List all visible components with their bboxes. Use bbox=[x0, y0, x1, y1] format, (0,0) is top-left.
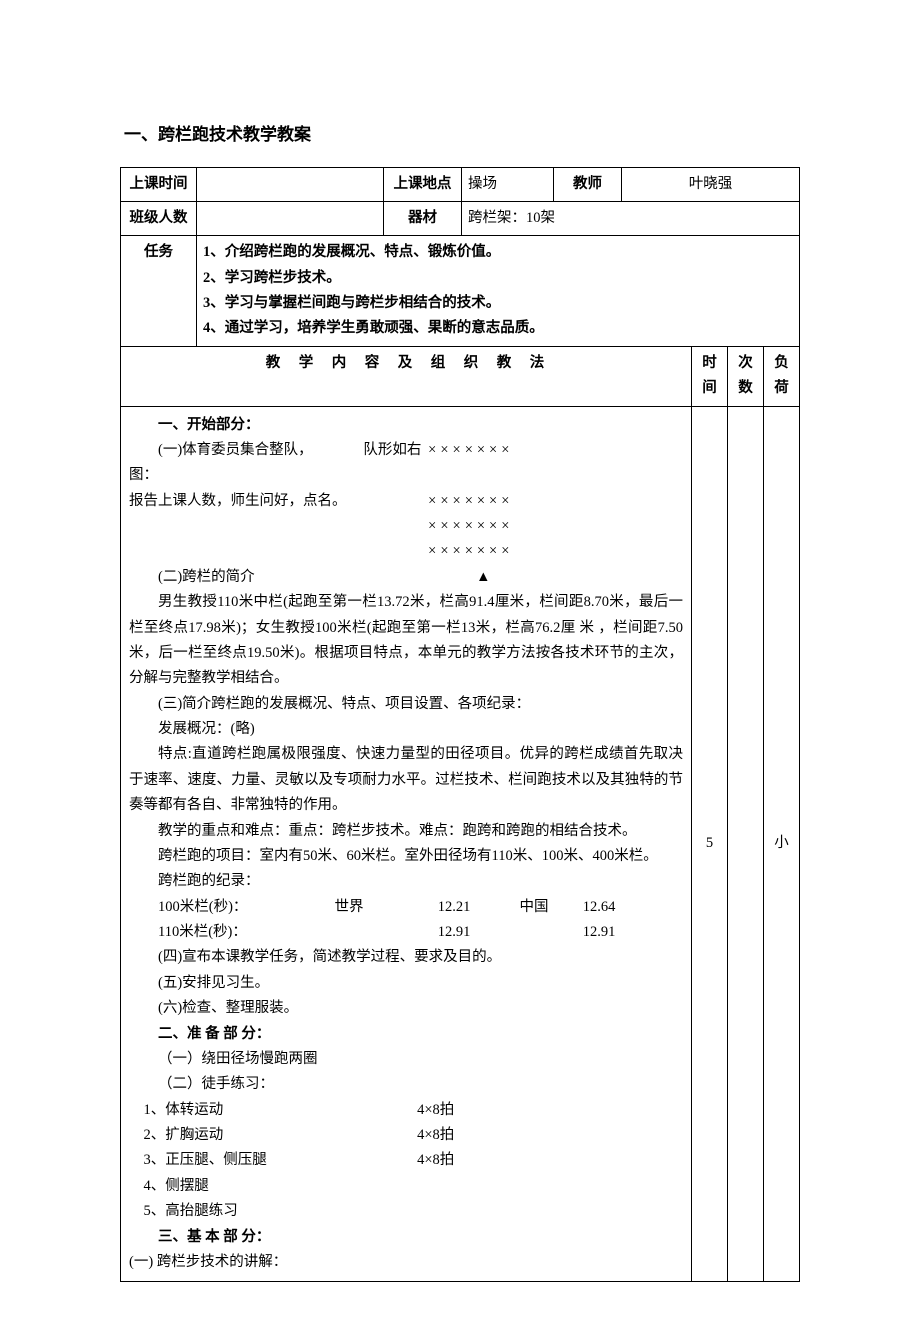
ex1-beat: 4×8拍 bbox=[417, 1098, 683, 1123]
ex3-label: 3、正压腿、侧压腿 bbox=[144, 1152, 267, 1168]
exercise-1: 1、体转运动 4×8拍 bbox=[129, 1098, 683, 1123]
s1d-text: (三)简介跨栏跑的发展概况、特点、项目设置、各项纪录： bbox=[129, 692, 683, 717]
task-content: 1、介绍跨栏跑的发展概况、特点、锻炼价值。 2、学习跨栏步技术。 3、学习与掌握… bbox=[197, 236, 800, 347]
exercise-2: 2、扩胸运动 4×8拍 bbox=[129, 1123, 683, 1148]
s1d-p5: 跨栏跑的纪录： bbox=[129, 869, 683, 894]
header-row-2: 班级人数 器材 跨栏架：10架 bbox=[121, 201, 800, 235]
s1e-text: (四)宣布本课教学任务，简述教学过程、要求及目的。 bbox=[129, 945, 683, 970]
ex4-label: 4、侧摆腿 bbox=[144, 1178, 209, 1194]
record-110: 110米栏(秒)： 12.91 12.91 bbox=[129, 920, 683, 945]
s1d-p1: 发展概况：(略) bbox=[129, 717, 683, 742]
rec100-label: 100米栏(秒)： bbox=[158, 899, 247, 915]
exercise-3: 3、正压腿、侧压腿 4×8拍 bbox=[129, 1148, 683, 1173]
rec100-world-lbl: 世界 bbox=[289, 895, 409, 920]
rec100-cn: 12.64 bbox=[569, 895, 629, 920]
label-class-size: 班级人数 bbox=[121, 201, 197, 235]
col-load-header: 负荷 bbox=[764, 346, 800, 406]
label-location: 上课地点 bbox=[384, 167, 462, 201]
s1f-text: (五)安排见习生。 bbox=[129, 971, 683, 996]
task-item-4: 4、通过学习，培养学生勇敢顽强、果断的意志品质。 bbox=[203, 316, 793, 341]
formation-line-2: 报告上课人数，师生问好，点名。 ××××××× bbox=[129, 489, 683, 514]
value-class-size bbox=[197, 201, 384, 235]
main-content: 一、开始部分： (一)体育委员集合整队， 队形如右图： ××××××× 报告上课… bbox=[121, 406, 692, 1282]
formation-line-tri: (二)跨栏的简介 ▲ bbox=[129, 565, 683, 590]
s1c-para: 男生教授110米中栏(起跑至第一栏13.72米，栏高91.4厘米，栏间距8.70… bbox=[129, 590, 683, 692]
rec110-cn: 12.91 bbox=[569, 920, 629, 945]
ex5-label: 5、高抬腿练习 bbox=[144, 1203, 238, 1219]
section-1-title: 一、开始部分： bbox=[129, 413, 683, 438]
col-main-header: 教 学 内 容 及 组 织 教 法 bbox=[121, 346, 692, 406]
ex3-beat: 4×8拍 bbox=[417, 1148, 683, 1173]
formation-x-2: ××××××× bbox=[428, 489, 683, 514]
main-body-row: 一、开始部分： (一)体育委员集合整队， 队形如右图： ××××××× 报告上课… bbox=[121, 406, 800, 1282]
task-row: 任务 1、介绍跨栏跑的发展概况、特点、锻炼价值。 2、学习跨栏步技术。 3、学习… bbox=[121, 236, 800, 347]
col-count-header: 次数 bbox=[728, 346, 764, 406]
s1g-text: (六)检查、整理服装。 bbox=[129, 996, 683, 1021]
value-location: 操场 bbox=[462, 167, 554, 201]
s1a-text: (一)体育委员集合整队， bbox=[158, 442, 305, 458]
value-teacher: 叶晓强 bbox=[622, 167, 800, 201]
ex2-label: 2、扩胸运动 bbox=[144, 1127, 224, 1143]
count-value bbox=[728, 406, 764, 1282]
label-task: 任务 bbox=[121, 236, 197, 347]
formation-x-3: ××××××× bbox=[428, 514, 683, 539]
label-teacher: 教师 bbox=[554, 167, 622, 201]
s2b-text: （二）徒手练习： bbox=[129, 1072, 683, 1097]
s3a-text: (一) 跨栏步技术的讲解： bbox=[129, 1250, 683, 1275]
ex1-label: 1、体转运动 bbox=[144, 1102, 224, 1118]
s1d-p4: 跨栏跑的项目：室内有50米、60米栏。室外田径场有110米、100米、400米栏… bbox=[129, 844, 683, 869]
s1b-text: 报告上课人数，师生问好，点名。 bbox=[129, 489, 428, 514]
label-class-time: 上课时间 bbox=[121, 167, 197, 201]
section-3-title: 三、基 本 部 分： bbox=[129, 1225, 683, 1250]
task-item-1: 1、介绍跨栏跑的发展概况、特点、锻炼价值。 bbox=[203, 240, 793, 265]
s1d-p3: 教学的重点和难点：重点：跨栏步技术。难点：跑跨和跨跑的相结合技术。 bbox=[129, 819, 683, 844]
s2a-text: （一）绕田径场慢跑两圈 bbox=[129, 1047, 683, 1072]
formation-x-1: ××××××× bbox=[428, 438, 683, 489]
ex2-beat: 4×8拍 bbox=[417, 1123, 683, 1148]
lesson-plan-table: 上课时间 上课地点 操场 教师 叶晓强 班级人数 器材 跨栏架：10架 任务 1… bbox=[120, 167, 800, 1283]
s1c-text: (二)跨栏的简介 bbox=[158, 569, 255, 585]
col-time-header: 时间 bbox=[692, 346, 728, 406]
rec100-cn-lbl: 中国 bbox=[499, 895, 569, 920]
value-class-time bbox=[197, 167, 384, 201]
header-row-1: 上课时间 上课地点 操场 教师 叶晓强 bbox=[121, 167, 800, 201]
value-equipment: 跨栏架：10架 bbox=[462, 201, 800, 235]
section-2-title: 二、准 备 部 分： bbox=[129, 1022, 683, 1047]
rec100-world: 12.21 bbox=[409, 895, 499, 920]
s1d-p2: 特点:直道跨栏跑属极限强度、快速力量型的田径项目。优异的跨栏成绩首先取决于速率、… bbox=[129, 742, 683, 818]
columns-header-row: 教 学 内 容 及 组 织 教 法 时间 次数 负荷 bbox=[121, 346, 800, 406]
formation-line-3: ××××××× bbox=[129, 514, 683, 539]
task-item-2: 2、学习跨栏步技术。 bbox=[203, 266, 793, 291]
load-value: 小 bbox=[764, 406, 800, 1282]
rec110-world: 12.91 bbox=[409, 920, 499, 945]
triangle-icon: ▲ bbox=[428, 565, 683, 590]
formation-line-4: ××××××× bbox=[129, 539, 683, 564]
page-title: 一、跨栏跑技术教学教案 bbox=[120, 120, 800, 151]
rec110-label: 110米栏(秒)： bbox=[158, 924, 247, 940]
task-item-3: 3、学习与掌握栏间跑与跨栏步相结合的技术。 bbox=[203, 291, 793, 316]
formation-line-1: (一)体育委员集合整队， 队形如右图： ××××××× bbox=[129, 438, 683, 489]
time-value: 5 bbox=[692, 406, 728, 1282]
label-equipment: 器材 bbox=[384, 201, 462, 235]
record-100: 100米栏(秒)： 世界 12.21 中国 12.64 bbox=[129, 895, 683, 920]
formation-x-4: ××××××× bbox=[428, 539, 683, 564]
